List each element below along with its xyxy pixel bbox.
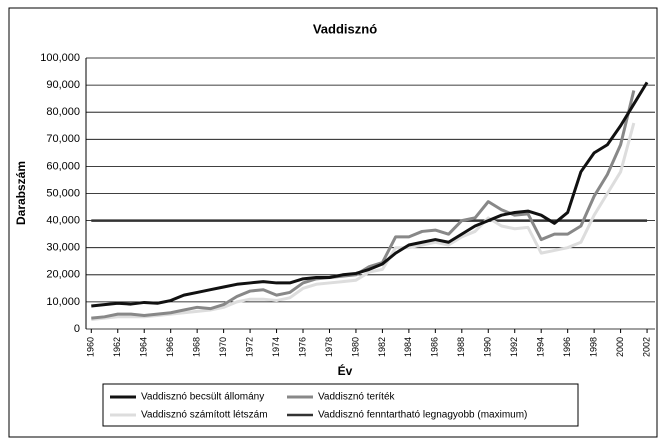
- y-axis-label: Darabszám: [14, 161, 28, 225]
- y-tick-label: 50,000: [46, 187, 80, 199]
- y-tick-label: 90,000: [46, 79, 80, 91]
- chart-title: Vaddisznó: [313, 21, 377, 36]
- x-tick-label: 2002: [641, 337, 651, 357]
- x-tick-label: 1998: [589, 337, 599, 357]
- line-series: [91, 122, 636, 322]
- y-tick-label: 100,000: [40, 52, 80, 64]
- x-tick-label: 1974: [271, 337, 281, 357]
- x-tick-label: 1990: [483, 337, 493, 357]
- x-tick-label: 1994: [536, 337, 546, 357]
- x-tick-label: 1970: [218, 337, 228, 357]
- line-series: [91, 81, 649, 308]
- x-tick-label: 1980: [350, 337, 360, 357]
- legend: [102, 383, 579, 427]
- x-tick-label: 1992: [509, 337, 519, 357]
- y-tick-label: 70,000: [46, 133, 80, 145]
- chart-frame: [8, 7, 658, 438]
- x-tick-label: 1982: [377, 337, 387, 357]
- x-tick-label: 1988: [456, 337, 466, 357]
- x-tick-label: 2000: [615, 337, 625, 357]
- y-tick-label: 40,000: [46, 215, 80, 227]
- x-tick-label: 1978: [324, 337, 334, 357]
- y-tick-label: 60,000: [46, 160, 80, 172]
- y-tick-label: 0: [74, 323, 80, 335]
- x-tick-label: 1996: [562, 337, 572, 357]
- y-tick-label: 20,000: [46, 269, 80, 281]
- x-tick-label: 1962: [112, 337, 122, 357]
- y-tick-label: 30,000: [46, 242, 80, 254]
- legend-label: Vaddisznó teríték: [318, 392, 396, 403]
- x-tick-label: 1966: [165, 337, 175, 357]
- x-tick-label: 1976: [297, 337, 307, 357]
- x-tick-label: 1960: [86, 337, 96, 357]
- x-tick-label: 1964: [139, 337, 149, 357]
- y-tick-label: 10,000: [46, 296, 80, 308]
- x-tick-label: 1986: [430, 337, 440, 357]
- x-tick-label: 1968: [192, 337, 202, 357]
- legend-label: Vaddisznó becsült állomány: [141, 392, 264, 403]
- x-tick-label: 1972: [244, 337, 254, 357]
- legend-label: Vaddisznó fenntartható legnagyobb (maxim…: [318, 410, 527, 421]
- y-tick-label: 80,000: [46, 106, 80, 118]
- x-axis-label: Év: [338, 363, 353, 378]
- legend-label: Vaddisznó számított létszám: [141, 410, 268, 421]
- x-tick-label: 1984: [403, 337, 413, 357]
